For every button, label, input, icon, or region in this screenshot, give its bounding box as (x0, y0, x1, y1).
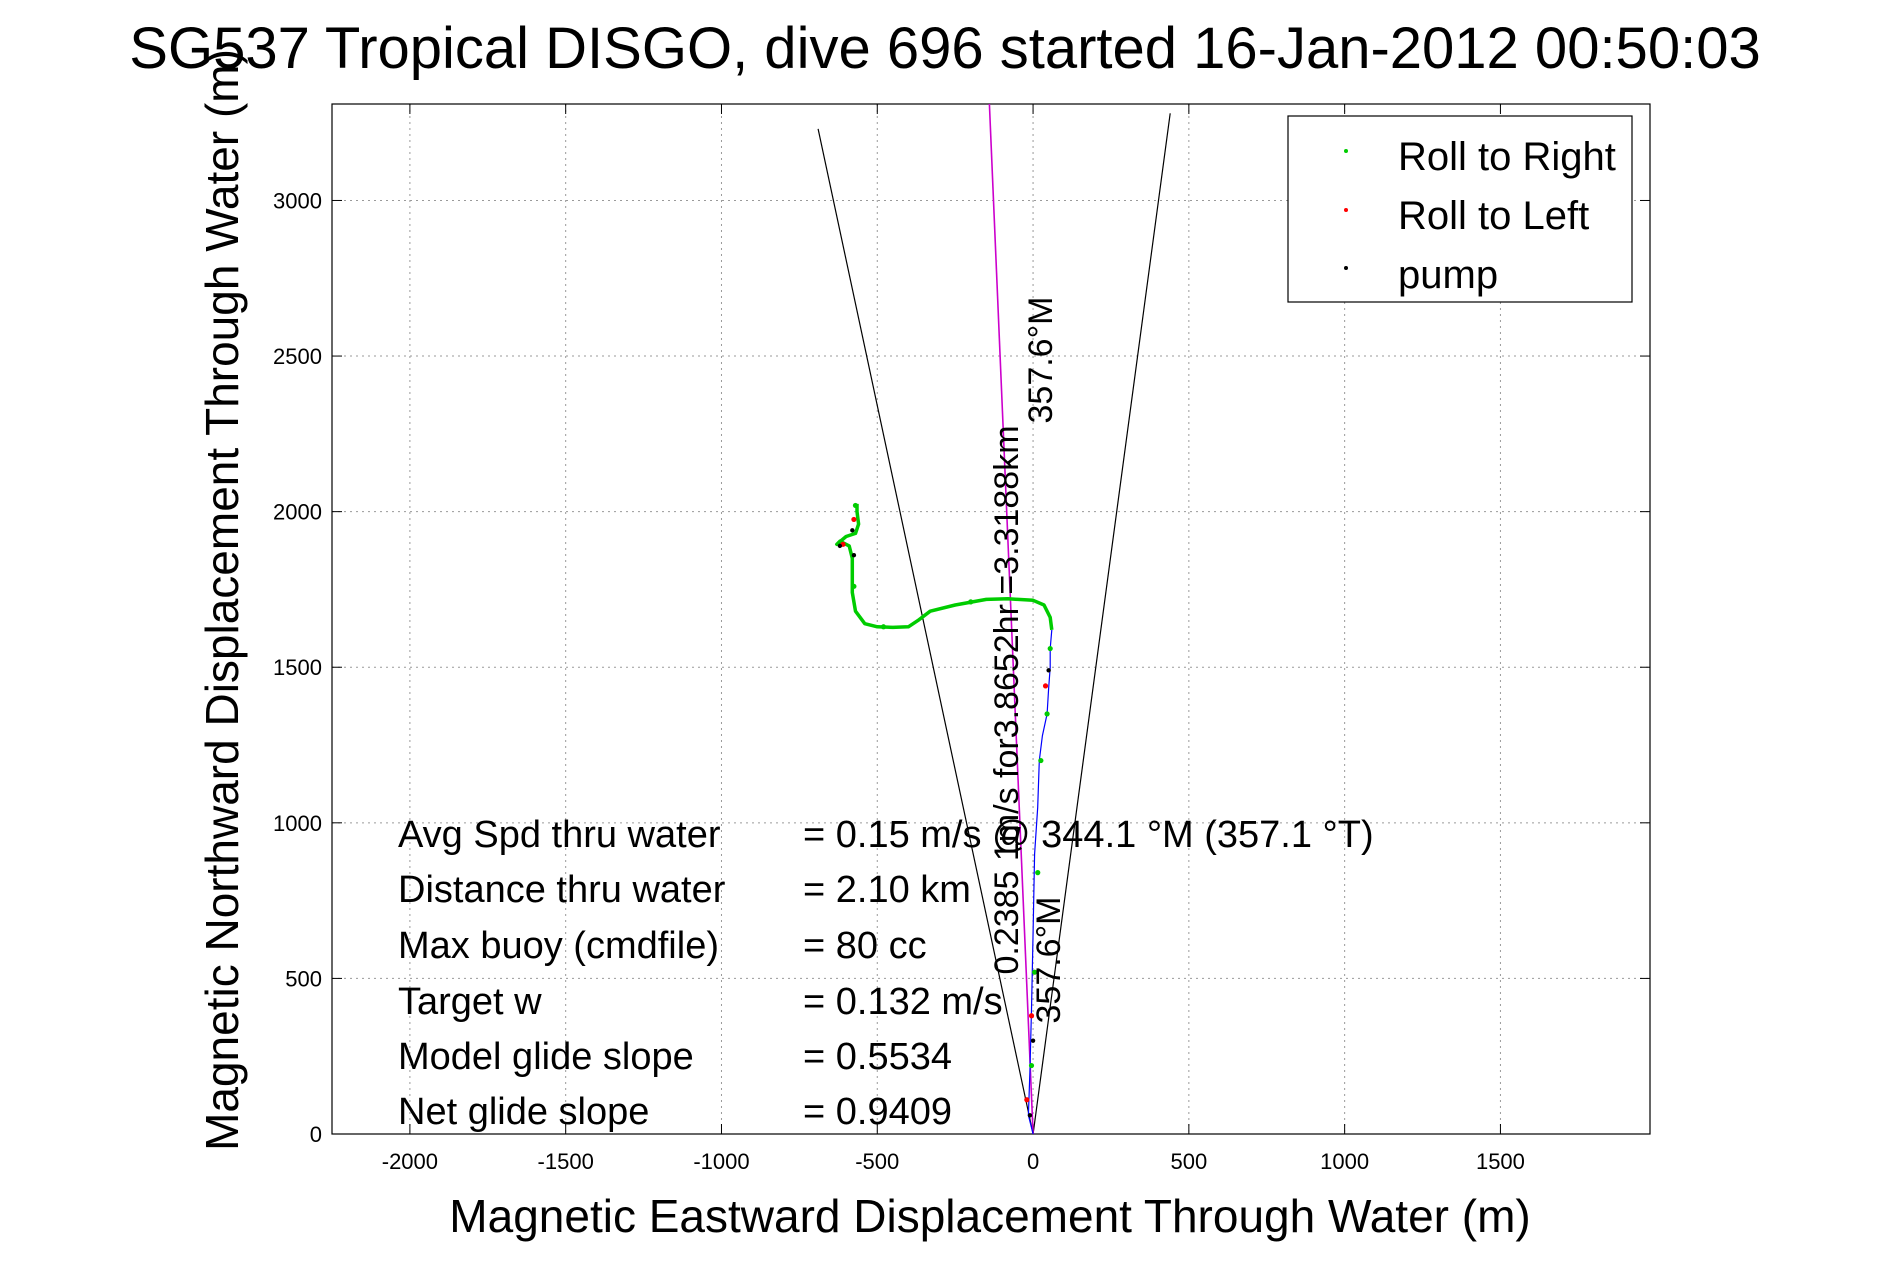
marker-pump (1030, 1038, 1036, 1043)
x-tick-label: -2000 (382, 1149, 438, 1174)
x-ticks: -2000 -1500 -1000 -500 0 500 1000 1500 (382, 104, 1525, 1174)
marker-roll-left (851, 516, 857, 523)
x-tick-label: 1500 (1476, 1149, 1525, 1174)
marker-roll-right (1028, 1062, 1035, 1069)
marker-roll-right (1038, 757, 1044, 764)
x-tick-label: 500 (1170, 1149, 1207, 1174)
cone-line (817, 128, 1034, 1135)
annotation-label: Model glide slope (398, 1036, 694, 1078)
marker-roll-left (1028, 1013, 1035, 1019)
x-tick-label: -500 (855, 1149, 899, 1174)
annotation-block: Avg Spd thru water = 0.15 m/s @ 344.1 °M… (398, 814, 1374, 1133)
annotation-label: Target w (398, 981, 542, 1023)
marker-pump (837, 543, 843, 549)
chart-title: SG537 Tropical DISGO, dive 696 started 1… (129, 16, 1760, 81)
y-tick-label: 0 (310, 1122, 322, 1147)
heading-label-lower: 357.6°M (1030, 896, 1068, 1023)
y-tick-label: 2500 (273, 344, 322, 369)
annotation-value: = 0.9409 (803, 1091, 952, 1133)
legend-label: Roll to Left (1398, 194, 1589, 238)
track-markers (837, 502, 1053, 1118)
annotation-value: = 2.10 km (803, 869, 971, 911)
y-tick-label: 500 (285, 966, 322, 991)
annotation-value: = 0.15 m/s @ 344.1 °M (357.1 °T) (803, 814, 1374, 856)
legend: Roll to Right Roll to Left pump (1287, 115, 1633, 303)
y-ticks: 0 500 1000 1500 2000 2500 3000 (273, 188, 1650, 1147)
marker-pump (851, 553, 857, 558)
x-axis-label: Magnetic Eastward Displacement Through W… (449, 1190, 1530, 1242)
marker-pump (850, 528, 855, 533)
marker-roll-right (1035, 870, 1041, 876)
annotation-value: = 0.5534 (803, 1036, 952, 1078)
marker-roll-right (1044, 711, 1050, 717)
x-tick-label: 1000 (1320, 1149, 1369, 1174)
heading-line (988, 103, 1034, 1135)
speed-distance-label: 0.2385 1m/s for3.8652hr =3.3188km (988, 425, 1026, 974)
marker-roll-left (1042, 683, 1049, 689)
y-axis-label: Magnetic Northward Displacement Through … (196, 49, 248, 1151)
legend-label: Roll to Right (1398, 135, 1616, 179)
marker-roll-right (851, 583, 857, 589)
annotation-label: Avg Spd thru water (398, 814, 721, 856)
plot-frame (331, 103, 1651, 1135)
cone-line (1032, 113, 1171, 1135)
x-tick-label: 0 (1027, 1149, 1039, 1174)
x-tick-label: -1500 (538, 1149, 594, 1174)
marker-roll-right (968, 599, 974, 605)
annotation-label: Net glide slope (398, 1091, 649, 1133)
annotation-value: = 80 cc (803, 925, 927, 967)
y-tick-label: 1500 (273, 655, 322, 680)
marker-roll-right (852, 502, 859, 509)
heading-label-upper: 357.6°M (1022, 296, 1060, 423)
cone-lines (817, 113, 1171, 1135)
x-tick-label: -1000 (693, 1149, 749, 1174)
track-line-green (835, 503, 1054, 631)
y-tick-label: 2000 (273, 500, 322, 525)
legend-label: pump (1398, 253, 1498, 297)
annotation-label: Max buoy (cmdfile) (398, 925, 719, 967)
legend-marker-roll-left (1344, 208, 1348, 212)
legend-marker-pump (1344, 266, 1348, 270)
marker-roll-right (1047, 645, 1053, 652)
marker-pump (1027, 1113, 1033, 1118)
annotation-label: Distance thru water (398, 869, 726, 911)
marker-roll-left (1024, 1097, 1030, 1103)
marker-roll-right (1032, 969, 1038, 975)
heading-line-path (988, 103, 1034, 1135)
marker-roll-right (880, 624, 887, 630)
legend-marker-roll-right (1344, 149, 1348, 153)
annotation-value: = 0.132 m/s (803, 981, 1003, 1023)
y-tick-label: 3000 (273, 188, 322, 213)
y-tick-label: 1000 (273, 811, 322, 836)
marker-pump (1046, 668, 1051, 673)
